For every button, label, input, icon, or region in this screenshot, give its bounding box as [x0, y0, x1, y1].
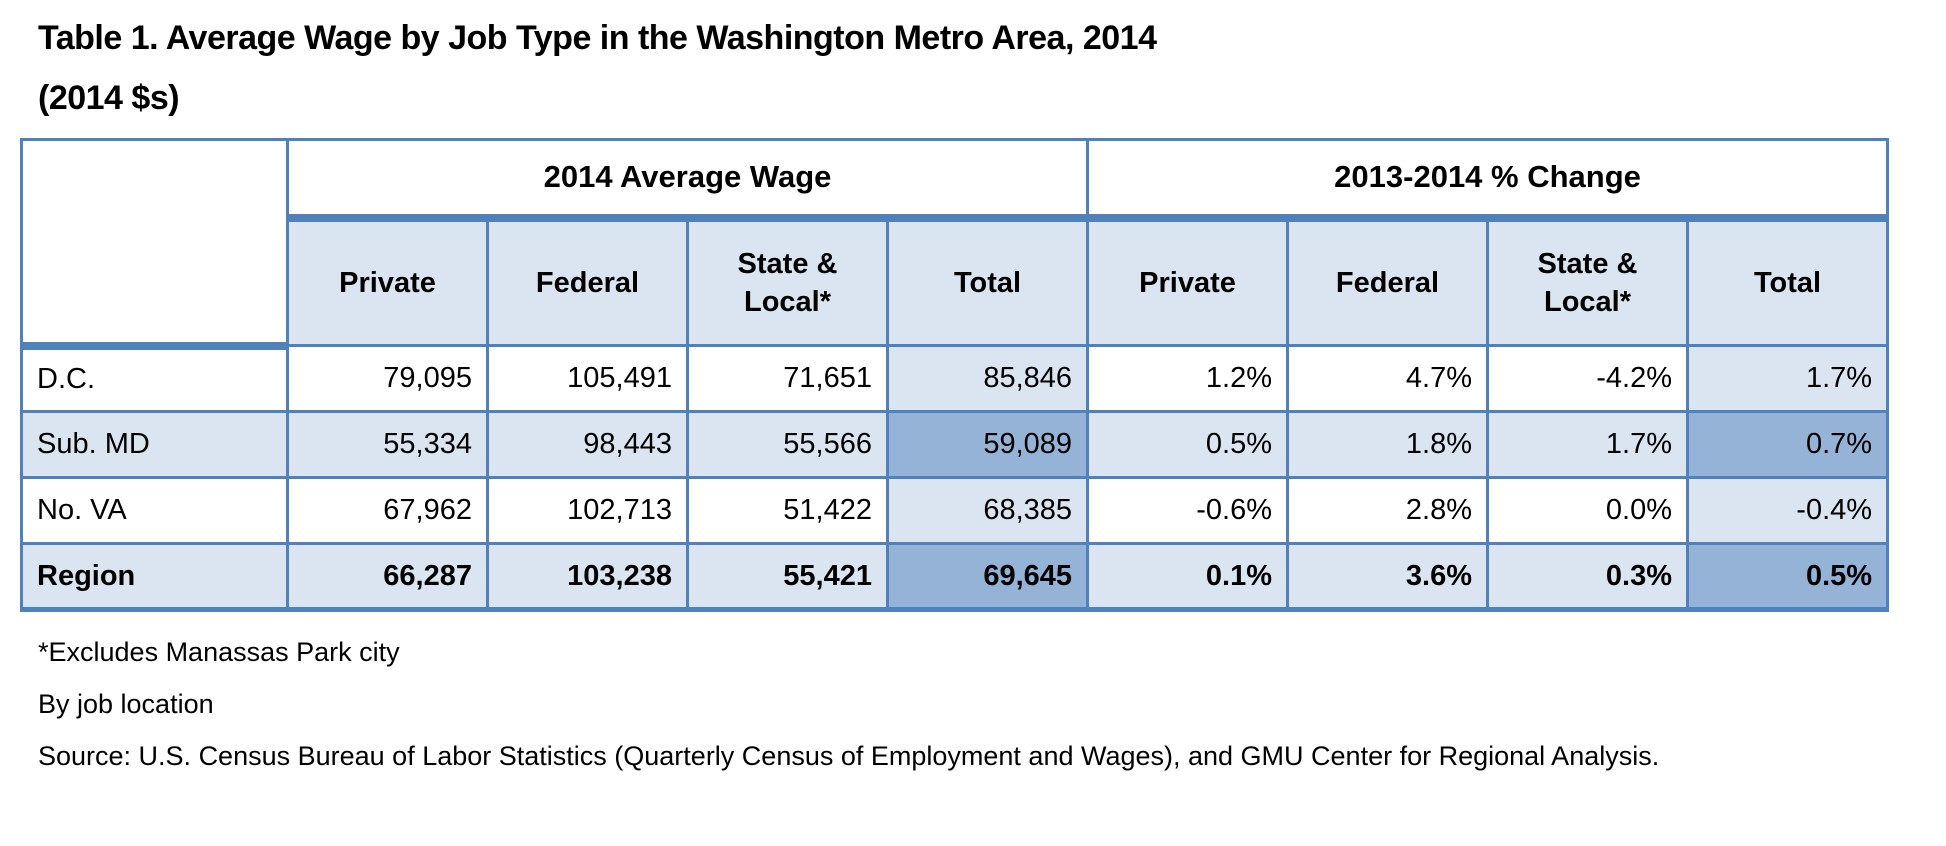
footnote-source: Source: U.S. Census Bureau of Labor Stat… [38, 741, 1660, 771]
wage-cell: 51,422 [686, 476, 889, 545]
wage-cell: 55,334 [286, 410, 489, 479]
column-header-row: Private Federal State & Local* Total Pri… [22, 216, 1890, 347]
table-row-dc: D.C. 79,095 105,491 71,651 85,846 1.2% 4… [20, 344, 1890, 413]
table-row-region: Region 66,287 103,238 55,421 69,645 0.1%… [20, 542, 1890, 611]
wage-cell: 105,491 [486, 344, 689, 413]
footnotes: *Excludes Manassas Park city By job loca… [38, 626, 1946, 782]
pct-change-cell: 0.3% [1486, 542, 1690, 611]
total-wage-cell: 85,846 [885, 344, 1090, 413]
col-header-change-state-local: State & Local* [1486, 216, 1690, 347]
table-title: Table 1. Average Wage by Job Type in the… [38, 8, 1946, 128]
col-header-wage-private: Private [286, 216, 489, 347]
row-label: D.C. [20, 344, 289, 413]
column-group-header-row: 2014 Average Wage 2013-2014 % Change [20, 138, 1890, 350]
table-title-line-1: Table 1. Average Wage by Job Type in the… [38, 19, 1157, 57]
report-page: Table 1. Average Wage by Job Type in the… [20, 8, 1946, 782]
total-wage-cell: 69,645 [885, 542, 1090, 611]
col-header-wage-total: Total [885, 216, 1090, 347]
pct-change-cell: 4.7% [1286, 344, 1490, 413]
pct-change-cell: 1.8% [1286, 410, 1490, 479]
corner-empty-cell [20, 138, 289, 350]
col-header-change-total: Total [1686, 216, 1890, 347]
table-title-line-2: (2014 $s) [38, 79, 180, 117]
wage-cell: 55,566 [686, 410, 889, 479]
col-header-wage-federal: Federal [486, 216, 689, 347]
table-row-sub-md: Sub. MD 55,334 98,443 55,566 59,089 0.5%… [20, 410, 1890, 479]
wage-cell: 66,287 [286, 542, 489, 611]
col-header-wage-state-local: State & Local* [686, 216, 889, 347]
wage-cell: 98,443 [486, 410, 689, 479]
total-pct-change-cell: -0.4% [1686, 476, 1890, 545]
wage-cell: 71,651 [686, 344, 889, 413]
footnote-excludes: *Excludes Manassas Park city [38, 637, 400, 667]
col-header-change-private: Private [1086, 216, 1290, 347]
pct-change-cell: -0.6% [1086, 476, 1290, 545]
row-label: No. VA [20, 476, 289, 545]
pct-change-cell: 3.6% [1286, 542, 1490, 611]
wage-cell: 102,713 [486, 476, 689, 545]
total-pct-change-cell: 0.7% [1686, 410, 1890, 479]
row-label: Sub. MD [20, 410, 289, 479]
table-row-no-va: No. VA 67,962 102,713 51,422 68,385 -0.6… [20, 476, 1890, 545]
average-wage-table: 2014 Average Wage 2013-2014 % Change Pri… [20, 138, 1890, 612]
group-header-average-wage: 2014 Average Wage [285, 138, 1090, 222]
footnote-job-location: By job location [38, 689, 214, 719]
total-pct-change-cell: 1.7% [1686, 344, 1890, 413]
pct-change-cell: 0.0% [1486, 476, 1690, 545]
wage-cell: 55,421 [686, 542, 889, 611]
col-header-change-federal: Federal [1286, 216, 1490, 347]
group-header-pct-change: 2013-2014 % Change [1086, 138, 1890, 222]
total-pct-change-cell: 0.5% [1686, 542, 1890, 611]
pct-change-cell: 0.5% [1086, 410, 1290, 479]
row-label: Region [20, 542, 289, 611]
pct-change-cell: -4.2% [1486, 344, 1690, 413]
pct-change-cell: 2.8% [1286, 476, 1490, 545]
wage-cell: 67,962 [286, 476, 489, 545]
pct-change-cell: 1.2% [1086, 344, 1290, 413]
pct-change-cell: 0.1% [1086, 542, 1290, 611]
total-wage-cell: 59,089 [885, 410, 1090, 479]
pct-change-cell: 1.7% [1486, 410, 1690, 479]
wage-cell: 103,238 [486, 542, 689, 611]
total-wage-cell: 68,385 [885, 476, 1090, 545]
wage-cell: 79,095 [286, 344, 489, 413]
